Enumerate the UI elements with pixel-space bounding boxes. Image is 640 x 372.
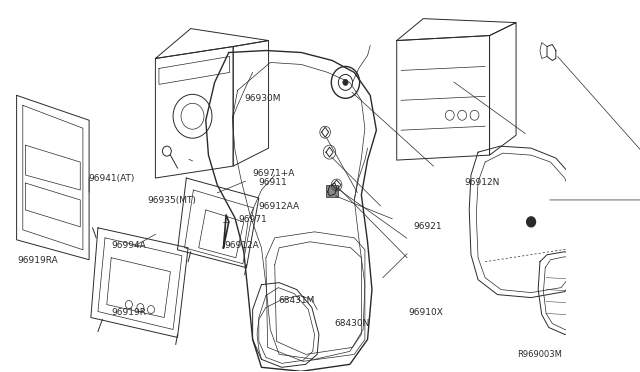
Text: 96941(AT): 96941(AT) (88, 174, 135, 183)
Text: 96971: 96971 (238, 215, 267, 224)
Text: 96921: 96921 (413, 222, 442, 231)
Circle shape (343, 79, 348, 86)
Text: 96930M: 96930M (244, 94, 280, 103)
Text: 68430N: 68430N (335, 319, 370, 328)
Text: 96971+A: 96971+A (252, 169, 295, 177)
Text: 96994A: 96994A (111, 241, 146, 250)
Text: 96919RA: 96919RA (18, 256, 58, 264)
Text: 68431M: 68431M (278, 296, 314, 305)
Text: 96910X: 96910X (408, 308, 443, 317)
Text: 96919R: 96919R (111, 308, 146, 317)
Text: 96911: 96911 (258, 178, 287, 187)
Circle shape (527, 217, 536, 227)
Text: 96912N: 96912N (465, 178, 500, 187)
Text: R969003M: R969003M (517, 350, 562, 359)
Text: 96912A: 96912A (224, 241, 259, 250)
Text: 96912AA: 96912AA (258, 202, 300, 211)
Text: 96935(MT): 96935(MT) (148, 196, 196, 205)
FancyBboxPatch shape (326, 185, 339, 197)
